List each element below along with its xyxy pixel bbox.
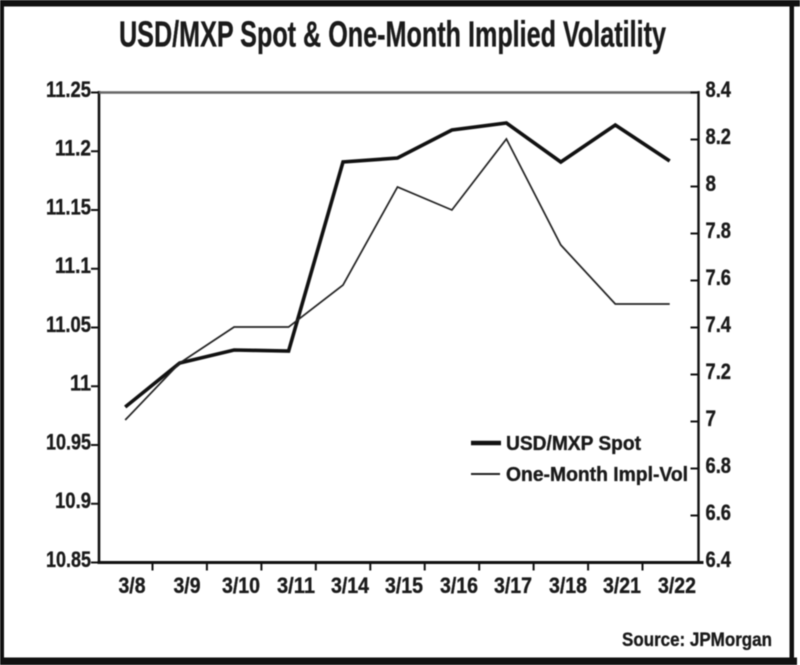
svg-text:7.4: 7.4	[706, 312, 732, 337]
svg-text:10.95: 10.95	[46, 429, 91, 454]
svg-text:USD/MXP Spot & One-Month Impli: USD/MXP Spot & One-Month Implied Volatil…	[119, 13, 666, 54]
svg-text:6.6: 6.6	[706, 500, 732, 525]
svg-text:11.2: 11.2	[55, 136, 91, 161]
svg-text:11.15: 11.15	[46, 194, 91, 219]
svg-text:One-Month Impl-Vol: One-Month Impl-Vol	[506, 464, 688, 486]
svg-text:7.6: 7.6	[706, 265, 732, 290]
svg-text:3/10: 3/10	[222, 573, 260, 598]
svg-text:8: 8	[706, 171, 717, 196]
svg-text:11: 11	[70, 371, 91, 396]
svg-text:3/21: 3/21	[603, 573, 641, 598]
svg-text:3/14: 3/14	[331, 573, 369, 598]
svg-text:3/8: 3/8	[119, 573, 146, 598]
svg-text:3/9: 3/9	[174, 573, 201, 598]
svg-text:8.2: 8.2	[706, 124, 732, 149]
svg-text:11.1: 11.1	[55, 253, 91, 278]
svg-text:3/16: 3/16	[440, 573, 478, 598]
svg-text:7.2: 7.2	[706, 359, 732, 384]
svg-text:6.8: 6.8	[706, 453, 732, 478]
svg-text:3/22: 3/22	[658, 573, 696, 598]
svg-text:10.9: 10.9	[55, 488, 91, 513]
svg-text:8.4: 8.4	[706, 77, 732, 102]
svg-text:11.05: 11.05	[46, 312, 91, 337]
svg-text:3/18: 3/18	[549, 573, 587, 598]
svg-text:7: 7	[706, 406, 717, 431]
svg-text:11.25: 11.25	[46, 77, 91, 102]
svg-text:10.85: 10.85	[46, 547, 91, 572]
svg-text:3/11: 3/11	[277, 573, 315, 598]
svg-text:3/15: 3/15	[385, 573, 423, 598]
svg-text:6.4: 6.4	[706, 547, 732, 572]
svg-text:3/17: 3/17	[494, 573, 532, 598]
svg-text:USD/MXP Spot: USD/MXP Spot	[506, 433, 641, 455]
svg-text:7.8: 7.8	[706, 218, 732, 243]
svg-text:Source: JPMorgan: Source: JPMorgan	[622, 629, 772, 651]
